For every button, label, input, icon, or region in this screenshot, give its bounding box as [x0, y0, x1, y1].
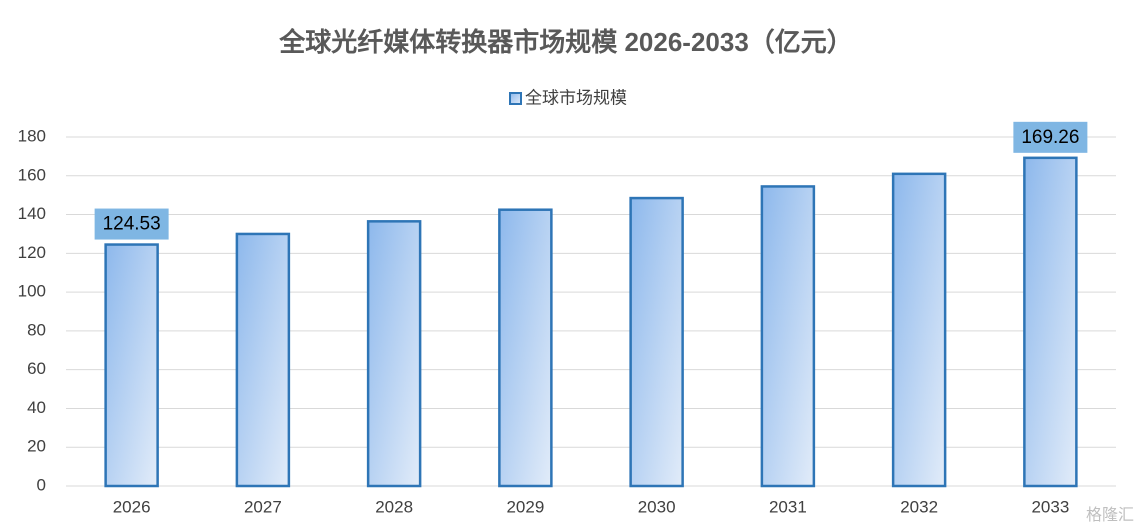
y-tick-label: 180 — [18, 126, 46, 145]
legend-swatch — [509, 92, 522, 105]
chart-title: 全球光纤媒体转换器市场规模 2026-2033（亿元） — [278, 27, 853, 57]
x-tick-label: 2031 — [769, 497, 807, 516]
y-tick-label: 120 — [18, 243, 46, 262]
y-tick-label: 80 — [27, 320, 46, 339]
y-tick-label: 40 — [27, 398, 46, 417]
y-tick-label: 60 — [27, 359, 46, 378]
x-tick-label: 2030 — [638, 497, 676, 516]
data-label: 124.53 — [103, 214, 161, 235]
bar — [891, 172, 947, 488]
y-tick-label: 160 — [18, 165, 46, 184]
y-tick-label: 140 — [18, 204, 46, 223]
x-tick-label: 2026 — [113, 497, 151, 516]
x-tick-label: 2029 — [506, 497, 544, 516]
x-tick-label: 2027 — [244, 497, 282, 516]
x-tick-label: 2032 — [900, 497, 938, 516]
y-tick-label: 100 — [18, 282, 46, 301]
bar — [498, 208, 553, 488]
legend-label: 全球市场规模 — [525, 88, 627, 107]
data-label-box — [1013, 121, 1088, 153]
bar — [1023, 156, 1078, 488]
bar — [235, 232, 291, 488]
bar — [760, 185, 816, 488]
bar — [104, 243, 159, 488]
x-tick-label: 2033 — [1031, 497, 1069, 516]
bar — [366, 220, 422, 488]
bar — [629, 196, 684, 488]
x-tick-label: 2028 — [375, 497, 413, 516]
data-label: 169.26 — [1021, 127, 1079, 148]
data-label-box — [94, 208, 169, 240]
watermark: 格隆汇 — [1086, 506, 1134, 524]
y-tick-label: 20 — [27, 437, 46, 456]
y-tick-label: 0 — [37, 475, 46, 494]
